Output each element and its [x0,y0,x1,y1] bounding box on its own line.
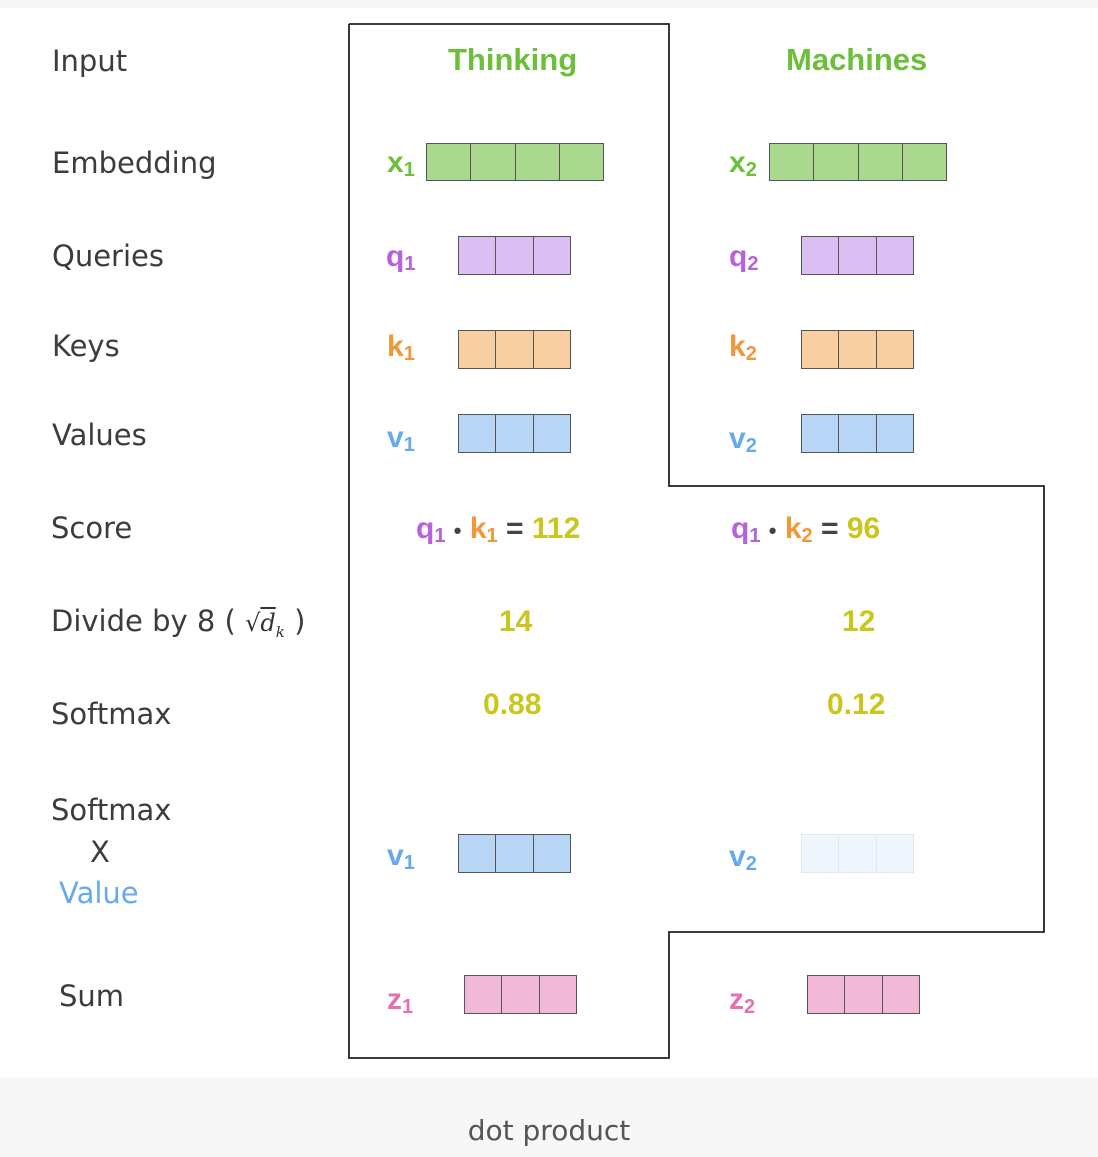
z2-vector [807,975,920,1014]
x1-letter: x [387,146,404,179]
z1-sub: 1 [402,996,414,1018]
k2-vector [801,330,914,369]
q1-vector [458,236,571,275]
v1-letter: v [387,421,404,454]
word-machines: Machines [786,42,928,77]
row-label-divide: Divide by 8 ( √dk ) [51,604,305,641]
weighted-v1-vector [458,834,571,873]
divided-1: 14 [499,605,533,638]
row-label-softmax-2: Softmax [51,793,172,827]
row-label-values: Values [52,418,147,452]
score-1-q-sub: 1 [434,525,446,547]
score-2-dot: • [768,518,777,543]
softmax-1: 0.88 [483,688,542,721]
top-strip [0,0,1098,8]
score-1-q: q [416,512,435,545]
v1-vector [458,414,571,453]
score-2-q: q [731,512,750,545]
score-2-k-sub: 2 [801,525,813,547]
weighted-v2-vector [801,834,914,873]
divide-close: ) [294,604,306,638]
sqrt-sub: k [275,622,285,641]
x2-vector [769,143,947,181]
z1-label: z1 [387,983,414,1018]
z2-label: z2 [729,983,756,1018]
row-label-embedding: Embedding [52,146,217,180]
x1-sub: 1 [403,159,415,181]
caption: dot product [467,1114,631,1147]
highlight-outline [348,23,1045,1059]
v2-label: v2 [729,422,757,457]
v2-sub: 2 [745,435,757,457]
weighted-v2-sub: 2 [745,853,757,875]
score-1-dot: • [453,518,462,543]
softmax-2: 0.12 [827,688,886,721]
score-2-value: 96 [846,512,881,545]
v1-label: v1 [387,421,415,456]
k1-sub: 1 [403,343,415,365]
q2-label: q2 [729,240,759,275]
sqrt-var: d [260,609,276,637]
row-label-input: Input [52,44,128,78]
q2-letter: q [729,240,748,273]
x2-letter: x [729,146,746,179]
q1-letter: q [386,240,405,273]
score-2-eq: = [821,512,839,545]
sqrt-dk: √dk [245,609,285,641]
score-1: q1 • k1 = 112 [416,512,580,548]
row-label-queries: Queries [52,239,164,273]
z1-vector [464,975,577,1014]
row-label-score: Score [51,511,133,545]
word-thinking: Thinking [448,42,578,77]
caption-bar [0,1077,1098,1157]
divide-text: Divide by 8 ( [51,604,236,638]
row-label-sum: Sum [59,979,125,1013]
x1-vector [426,143,604,181]
q2-vector [801,236,914,275]
score-2: q1 • k2 = 96 [731,512,880,548]
z1-letter: z [387,983,402,1016]
z2-sub: 2 [744,996,756,1018]
row-label-times: X [90,835,110,869]
x2-sub: 2 [745,159,757,181]
v1-sub: 1 [403,434,415,456]
q2-sub: 2 [747,253,759,275]
v2-vector [801,414,914,453]
weighted-v2-label: v2 [729,840,757,875]
score-1-k-sub: 1 [486,525,498,547]
row-label-keys: Keys [52,329,120,363]
weighted-v2-letter: v [729,840,746,873]
v2-letter: v [729,422,746,455]
x2-label: x2 [729,146,757,181]
k2-label: k2 [729,330,757,365]
score-1-k: k [469,512,487,545]
x1-label: x1 [387,146,415,181]
score-1-eq: = [506,512,524,545]
k2-sub: 2 [745,343,757,365]
q1-label: q1 [386,240,416,275]
score-2-k: k [784,512,802,545]
score-2-q-sub: 1 [749,525,761,547]
outline-svg [348,23,1045,1059]
row-label-softmax: Softmax [51,697,172,731]
k1-vector [458,330,571,369]
z2-letter: z [729,983,744,1016]
k1-label: k1 [387,330,415,365]
weighted-v1-sub: 1 [403,852,415,874]
weighted-v1-letter: v [387,839,404,872]
k1-letter: k [387,330,404,363]
divided-2: 12 [842,605,876,638]
q1-sub: 1 [404,253,416,275]
k2-letter: k [729,330,746,363]
row-label-value: Value [59,876,139,910]
sqrt-symbol: √ [245,609,261,637]
score-1-value: 112 [531,512,581,545]
weighted-v1-label: v1 [387,839,415,874]
